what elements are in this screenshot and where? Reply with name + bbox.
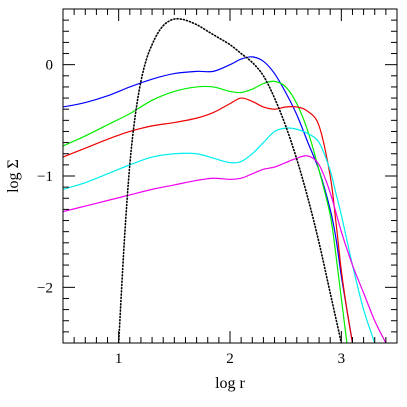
y-tick-label: 0	[46, 58, 54, 74]
y-tick-label: −2	[37, 280, 53, 296]
x-tick-label: 1	[115, 351, 123, 367]
series-layer	[63, 18, 387, 343]
series-line-6	[117, 18, 343, 343]
series-line-4	[63, 127, 376, 343]
x-tick-label: 2	[226, 351, 234, 367]
y-tick-label: −1	[37, 169, 53, 185]
series-line-3	[63, 97, 354, 343]
x-axis-label: log r	[215, 375, 245, 392]
y-axis-label: log Σ	[5, 159, 22, 193]
series-line-5	[63, 155, 387, 343]
tick-layer: 1 2 3 0 −1 −2	[37, 8, 398, 367]
series-line-2	[63, 80, 348, 343]
plot-frame	[62, 8, 398, 344]
x-tick-label: 3	[338, 351, 346, 367]
series-line-1	[63, 56, 354, 343]
